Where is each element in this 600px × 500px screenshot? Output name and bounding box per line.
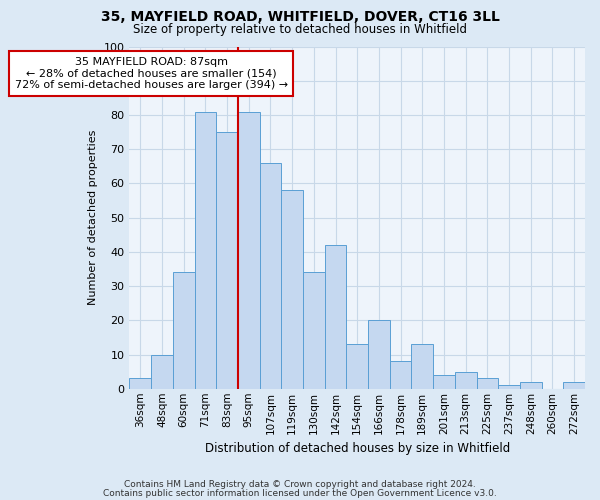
Bar [194,112,216,389]
Bar [390,362,412,389]
Bar [130,378,151,389]
Bar [260,163,281,389]
Text: Contains public sector information licensed under the Open Government Licence v3: Contains public sector information licen… [103,488,497,498]
Text: 35, MAYFIELD ROAD, WHITFIELD, DOVER, CT16 3LL: 35, MAYFIELD ROAD, WHITFIELD, DOVER, CT1… [101,10,499,24]
Text: Size of property relative to detached houses in Whitfield: Size of property relative to detached ho… [133,22,467,36]
X-axis label: Distribution of detached houses by size in Whitfield: Distribution of detached houses by size … [205,442,510,455]
Bar [325,245,346,389]
Text: 35 MAYFIELD ROAD: 87sqm
← 28% of detached houses are smaller (154)
72% of semi-d: 35 MAYFIELD ROAD: 87sqm ← 28% of detache… [14,57,287,90]
Y-axis label: Number of detached properties: Number of detached properties [88,130,98,306]
Bar [433,375,455,389]
Bar [368,320,390,389]
Bar [520,382,542,389]
Bar [476,378,498,389]
Bar [412,344,433,389]
Bar [216,132,238,389]
Bar [151,354,173,389]
Text: Contains HM Land Registry data © Crown copyright and database right 2024.: Contains HM Land Registry data © Crown c… [124,480,476,489]
Bar [281,190,303,389]
Bar [498,386,520,389]
Bar [303,272,325,389]
Bar [455,372,476,389]
Bar [173,272,194,389]
Bar [563,382,585,389]
Bar [346,344,368,389]
Bar [238,112,260,389]
